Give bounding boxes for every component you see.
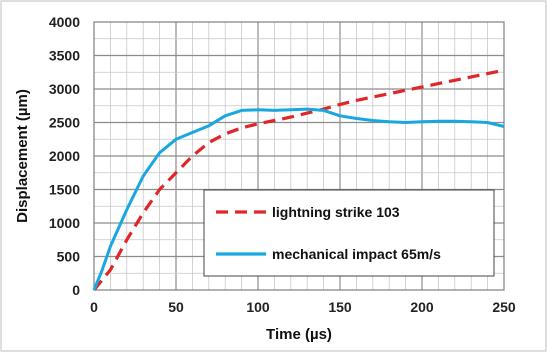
y-tick-label: 1500 — [49, 182, 80, 198]
y-tick-label: 2000 — [49, 148, 80, 164]
x-tick-label: 250 — [492, 299, 516, 315]
plot-frame — [93, 21, 505, 291]
y-tick-label: 4000 — [49, 14, 80, 30]
axes — [93, 21, 505, 291]
y-tick-label: 2500 — [49, 115, 80, 131]
y-tick-label: 0 — [72, 282, 80, 298]
series-line-1 — [92, 68, 505, 292]
y-tick-label: 3000 — [49, 81, 80, 97]
legend: lightning strike 103 mechanical impact 65… — [203, 189, 495, 277]
series — [92, 68, 505, 292]
x-tick-label: 0 — [90, 299, 98, 315]
x-tick-label: 200 — [410, 299, 434, 315]
y-tick-label: 3500 — [49, 48, 80, 64]
y-tick-label: 500 — [57, 249, 81, 265]
x-axis-title: Time (µs) — [266, 326, 332, 343]
x-tick-label: 100 — [246, 299, 270, 315]
y-axis-title: Displacement (µm) — [14, 89, 31, 223]
legend-label-1: lightning strike 103 — [272, 204, 400, 220]
series-line-2 — [92, 107, 505, 291]
legend-label-2: mechanical impact 65m/s — [272, 246, 441, 262]
tick-labels: 0 50 100 150 200 2500500100015002000250030003… — [49, 14, 516, 315]
x-tick-label: 150 — [328, 299, 352, 315]
y-tick-label: 1000 — [49, 215, 80, 231]
legend-box — [203, 189, 495, 277]
x-tick-label: 50 — [168, 299, 184, 315]
